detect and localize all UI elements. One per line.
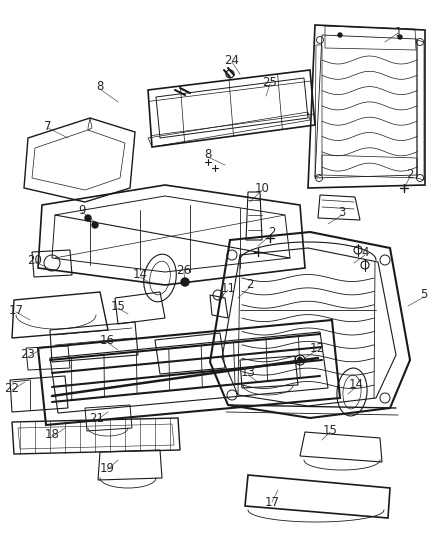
Circle shape (398, 35, 402, 39)
Text: 17: 17 (8, 303, 24, 317)
Text: 8: 8 (204, 149, 212, 161)
Text: 9: 9 (78, 204, 86, 216)
Text: 15: 15 (110, 300, 125, 312)
Text: 8: 8 (96, 80, 104, 93)
Text: 20: 20 (28, 254, 42, 266)
Text: 13: 13 (240, 367, 255, 379)
Circle shape (297, 358, 303, 362)
Text: 4: 4 (361, 246, 369, 260)
Text: 10: 10 (254, 182, 269, 195)
Text: 2: 2 (246, 279, 254, 292)
Text: 14: 14 (133, 269, 148, 281)
Text: 15: 15 (322, 424, 337, 437)
Text: 16: 16 (99, 334, 114, 346)
Text: 7: 7 (44, 119, 52, 133)
Circle shape (181, 278, 189, 286)
Text: 23: 23 (21, 349, 35, 361)
Circle shape (85, 215, 91, 221)
Text: 25: 25 (262, 76, 277, 88)
Text: 5: 5 (420, 288, 427, 302)
Text: 22: 22 (4, 382, 20, 394)
Text: 21: 21 (89, 411, 105, 424)
Text: 17: 17 (265, 496, 279, 508)
Text: 1: 1 (394, 26, 402, 38)
Text: 26: 26 (177, 263, 191, 277)
Text: 24: 24 (225, 53, 240, 67)
Text: 18: 18 (45, 429, 60, 441)
Text: 11: 11 (220, 281, 236, 295)
Text: 2: 2 (268, 225, 276, 238)
Circle shape (92, 222, 98, 228)
Text: 2: 2 (406, 168, 414, 182)
Circle shape (338, 33, 342, 37)
Text: 14: 14 (349, 378, 364, 392)
Text: 3: 3 (338, 206, 346, 220)
Text: 12: 12 (310, 342, 325, 354)
Text: 19: 19 (99, 462, 114, 474)
